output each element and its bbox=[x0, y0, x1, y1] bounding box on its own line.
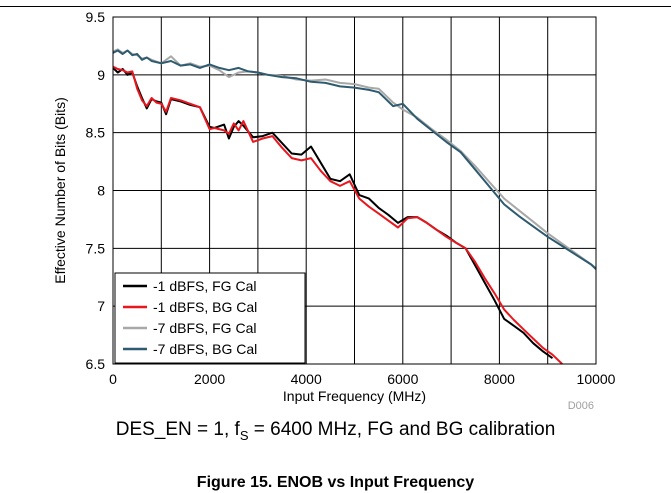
legend: -1 dBFS, FG Cal -1 dBFS, BG Cal -7 dBFS, F… bbox=[114, 272, 306, 364]
y-tick-label: 9.5 bbox=[86, 9, 106, 25]
y-tick-label: 7.5 bbox=[86, 240, 106, 256]
series-lines bbox=[112, 48, 597, 365]
y-axis-ticks: 6.5 7 7.5 8 8.5 9 9.5 bbox=[86, 9, 106, 372]
caption-prefix: DES_EN = 1, f bbox=[115, 419, 240, 440]
x-tick-label: 0 bbox=[109, 371, 117, 387]
legend-label: -7 dBFS, FG Cal bbox=[153, 320, 256, 336]
x-tick-label: 2000 bbox=[194, 371, 225, 387]
x-tick-label: 6000 bbox=[387, 371, 418, 387]
series-line-2 bbox=[112, 65, 563, 365]
y-axis-title: Effective Number of Bits (Bits) bbox=[52, 97, 68, 283]
x-tick-label: 8000 bbox=[484, 371, 515, 387]
enob-line-chart: 0 2000 4000 6000 8000 10000 6.5 7 7.5 8 8.5 9 9.5 I… bbox=[52, 9, 616, 412]
figure-title: Figure 15. ENOB vs Input Frequency bbox=[196, 474, 475, 491]
y-tick-label: 9 bbox=[97, 67, 105, 83]
figure-caption: DES_EN = 1, fS = 6400 MHz, FG and BG cal… bbox=[0, 419, 671, 443]
x-tick-label: 4000 bbox=[291, 371, 322, 387]
y-tick-label: 8 bbox=[97, 183, 105, 199]
x-axis-ticks: 0 2000 4000 6000 8000 10000 bbox=[109, 371, 616, 387]
caption-suffix: = 6400 MHz, FG and BG calibration bbox=[248, 419, 556, 440]
y-tick-label: 7 bbox=[97, 298, 105, 314]
legend-label: -7 dBFS, BG Cal bbox=[153, 341, 257, 357]
x-tick-label: 10000 bbox=[577, 371, 616, 387]
x-axis-title: Input Frequency (MHz) bbox=[283, 388, 426, 404]
series-line-4 bbox=[112, 49, 597, 270]
legend-label: -1 dBFS, FG Cal bbox=[153, 278, 256, 294]
legend-label: -1 dBFS, BG Cal bbox=[153, 299, 257, 315]
top-rule bbox=[0, 6, 671, 7]
figure-code-label: D006 bbox=[568, 400, 594, 412]
y-tick-label: 6.5 bbox=[86, 356, 106, 372]
caption-subscript: S bbox=[239, 427, 249, 443]
plot-frame bbox=[112, 16, 597, 365]
y-tick-label: 8.5 bbox=[86, 125, 106, 141]
